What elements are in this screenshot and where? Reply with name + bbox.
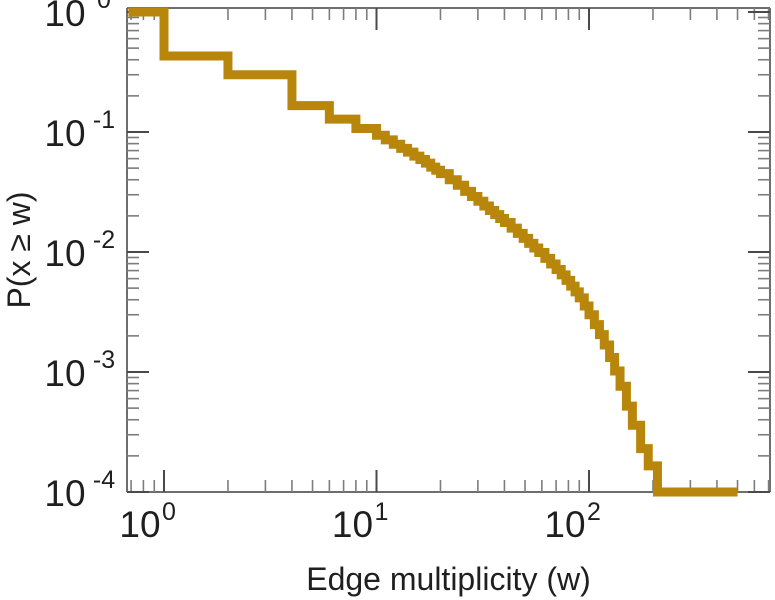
y-tick-label-exponent: -2 (93, 226, 115, 254)
y-tick-label-mantissa: 10 (44, 113, 85, 154)
y-axis-title: P(x ≥ w) (1, 191, 37, 308)
y-tick-label-exponent: -4 (93, 466, 115, 494)
y-tick-label-mantissa: 10 (44, 233, 85, 274)
axes-group (126, 7, 771, 493)
y-tick-label-3: 10 -3 (44, 346, 115, 394)
y-tick-label-exponent: 0 (97, 0, 111, 14)
x-axis-title: Edge multiplicity (w) (306, 561, 591, 597)
y-tick-label-4: 10 -4 (44, 466, 115, 514)
x-tick-label-2: 10 2 (544, 498, 601, 545)
x-tick-label-0: 10 0 (119, 498, 176, 545)
x-tick-label-exponent: 1 (375, 498, 389, 526)
axis-titles-group: Edge multiplicity (w) P(x ≥ w) (1, 191, 591, 597)
ccdf-step-curve (128, 7, 738, 497)
ticks-group (127, 8, 770, 493)
y-tick-label-0: 10 0 (44, 0, 111, 34)
x-tick-label-mantissa: 10 (332, 504, 373, 545)
y-tick-label-mantissa: 10 (44, 0, 85, 34)
y-tick-label-1: 10 -1 (44, 106, 115, 154)
x-tick-label-exponent: 2 (587, 498, 601, 526)
y-tick-label-exponent: -1 (93, 106, 115, 134)
y-tick-label-2: 10 -2 (44, 226, 115, 274)
x-tick-label-mantissa: 10 (119, 504, 160, 545)
x-tick-label-1: 10 1 (332, 498, 389, 545)
data-series-step-line (128, 7, 738, 497)
y-tick-label-mantissa: 10 (44, 473, 85, 514)
tick-labels-group: 10 0 10 1 10 210 010 -110 -210 -310 -4 (44, 0, 601, 545)
y-tick-label-mantissa: 10 (44, 353, 85, 394)
x-tick-label-exponent: 0 (162, 498, 176, 526)
x-tick-label-mantissa: 10 (544, 504, 585, 545)
y-tick-label-exponent: -3 (93, 346, 115, 374)
